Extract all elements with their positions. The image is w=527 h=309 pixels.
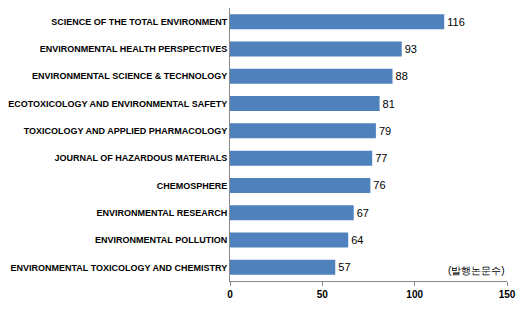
svg-text:0: 0 — [227, 289, 233, 300]
svg-text:81: 81 — [383, 98, 395, 110]
svg-text:50: 50 — [317, 289, 329, 300]
svg-text:ENVIRONMENTAL SCIENCE & TECHNO: ENVIRONMENTAL SCIENCE & TECHNOLOGY — [32, 71, 227, 81]
svg-text:93: 93 — [405, 43, 417, 55]
svg-text:JOURNAL OF HAZARDOUS MATERIALS: JOURNAL OF HAZARDOUS MATERIALS — [55, 153, 228, 163]
svg-text:57: 57 — [338, 261, 350, 273]
svg-text:ENVIRONMENTAL POLLUTION: ENVIRONMENTAL POLLUTION — [95, 235, 227, 245]
svg-text:ENVIRONMENTAL HEALTH PERSPECTI: ENVIRONMENTAL HEALTH PERSPECTIVES — [40, 44, 228, 54]
svg-text:100: 100 — [406, 289, 423, 300]
svg-text:ECOTOXICOLOGY AND ENVIRONMENTA: ECOTOXICOLOGY AND ENVIRONMENTAL SAFETY — [8, 99, 227, 109]
svg-text:64: 64 — [351, 234, 363, 246]
svg-text:CHEMOSPHERE: CHEMOSPHERE — [157, 181, 228, 191]
svg-text:116: 116 — [447, 16, 465, 28]
svg-text:88: 88 — [396, 70, 408, 82]
svg-text:SCIENCE OF THE TOTAL ENVIRONME: SCIENCE OF THE TOTAL ENVIRONMENT — [51, 17, 228, 27]
svg-text:(발행논문수): (발행논문수) — [448, 265, 505, 276]
svg-text:TOXICOLOGY AND APPLIED PHARMAC: TOXICOLOGY AND APPLIED PHARMACOLOGY — [24, 126, 228, 136]
svg-text:150: 150 — [499, 289, 516, 300]
svg-text:67: 67 — [357, 207, 369, 219]
svg-text:ENVIRONMENTAL RESEARCH: ENVIRONMENTAL RESEARCH — [97, 208, 228, 218]
svg-text:79: 79 — [379, 125, 391, 137]
svg-text:ENVIRONMENTAL TOXICOLOGY AND C: ENVIRONMENTAL TOXICOLOGY AND CHEMISTRY — [11, 263, 228, 273]
svg-text:76: 76 — [373, 179, 385, 191]
svg-text:77: 77 — [375, 152, 387, 164]
